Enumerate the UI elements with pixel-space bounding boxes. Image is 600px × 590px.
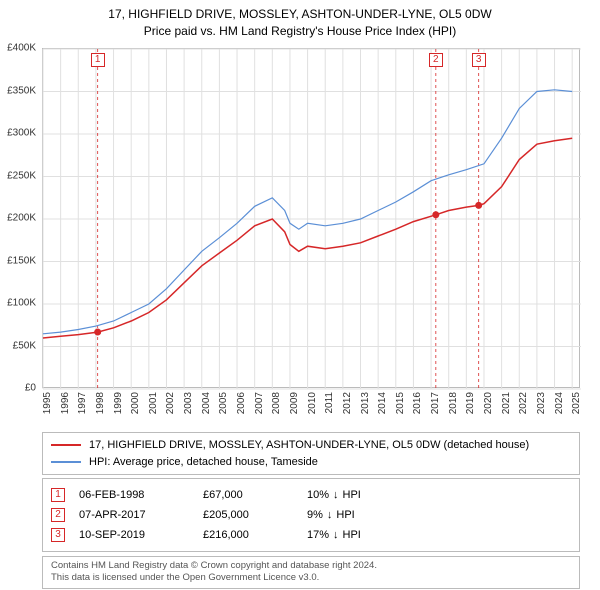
sale-diff: 17% ↓ HPI bbox=[307, 529, 361, 541]
x-tick-label: 2018 bbox=[448, 392, 459, 414]
x-tick-label: 2012 bbox=[342, 392, 353, 414]
arrow-down-icon: ↓ bbox=[333, 529, 339, 541]
sale-diff-pct: 17% bbox=[307, 529, 329, 541]
x-tick-label: 2024 bbox=[554, 392, 565, 414]
sale-marker-3: 3 bbox=[472, 53, 486, 67]
sale-price: £216,000 bbox=[203, 529, 293, 541]
x-tick-label: 2002 bbox=[165, 392, 176, 414]
y-tick-label: £400K bbox=[7, 43, 36, 54]
x-tick-label: 2006 bbox=[236, 392, 247, 414]
x-tick-label: 2023 bbox=[536, 392, 547, 414]
x-tick-label: 1998 bbox=[95, 392, 106, 414]
legend-label: 17, HIGHFIELD DRIVE, MOSSLEY, ASHTON-UND… bbox=[89, 437, 529, 454]
sale-marker-1: 1 bbox=[91, 53, 105, 67]
x-tick-label: 2005 bbox=[218, 392, 229, 414]
x-tick-label: 2021 bbox=[501, 392, 512, 414]
x-tick-label: 1999 bbox=[113, 392, 124, 414]
x-tick-label: 2013 bbox=[360, 392, 371, 414]
sale-row-marker: 2 bbox=[51, 508, 65, 522]
sale-row-marker: 3 bbox=[51, 528, 65, 542]
x-tick-label: 2010 bbox=[307, 392, 318, 414]
y-tick-label: £0 bbox=[25, 383, 36, 394]
legend-label: HPI: Average price, detached house, Tame… bbox=[89, 454, 318, 471]
title-line-2: Price paid vs. HM Land Registry's House … bbox=[10, 23, 590, 40]
sale-price: £205,000 bbox=[203, 509, 293, 521]
sale-row-marker: 1 bbox=[51, 488, 65, 502]
x-tick-label: 2014 bbox=[377, 392, 388, 414]
arrow-down-icon: ↓ bbox=[327, 509, 333, 521]
chart-title-block: 17, HIGHFIELD DRIVE, MOSSLEY, ASHTON-UND… bbox=[0, 0, 600, 42]
footer-line-1: Contains HM Land Registry data © Crown c… bbox=[51, 560, 571, 572]
y-tick-label: £200K bbox=[7, 213, 36, 224]
legend-item: 17, HIGHFIELD DRIVE, MOSSLEY, ASHTON-UND… bbox=[51, 437, 571, 454]
sale-diff-hpi-label: HPI bbox=[336, 509, 354, 521]
y-tick-label: £350K bbox=[7, 85, 36, 96]
sale-diff-hpi-label: HPI bbox=[343, 489, 361, 501]
sale-diff-pct: 9% bbox=[307, 509, 323, 521]
sales-table: 106-FEB-1998£67,00010%↓HPI207-APR-2017£2… bbox=[42, 478, 580, 552]
x-tick-label: 2015 bbox=[395, 392, 406, 414]
sale-row: 3 10-SEP-2019 £216,000 17% ↓ HPI bbox=[51, 525, 571, 545]
x-tick-label: 2008 bbox=[271, 392, 282, 414]
sale-diff-pct: 10% bbox=[307, 489, 329, 501]
x-tick-label: 2019 bbox=[465, 392, 476, 414]
legend-swatch bbox=[51, 461, 81, 463]
sale-row: 2 07-APR-2017 £205,000 9% ↓HPI bbox=[51, 505, 571, 525]
sale-price: £67,000 bbox=[203, 489, 293, 501]
sale-diff: 10% ↓ HPI bbox=[307, 489, 361, 501]
y-axis: £0£50K£100K£150K£200K£250K£300K£350K£400… bbox=[0, 48, 40, 388]
sale-date: 06-FEB-1998 bbox=[79, 489, 189, 501]
chart-svg bbox=[43, 49, 579, 387]
x-tick-label: 2017 bbox=[430, 392, 441, 414]
sale-date: 10-SEP-2019 bbox=[79, 529, 189, 541]
x-tick-label: 2000 bbox=[130, 392, 141, 414]
sale-diff: 9% ↓HPI bbox=[307, 509, 355, 521]
x-tick-label: 2004 bbox=[201, 392, 212, 414]
sale-diff-hpi-label: HPI bbox=[343, 529, 361, 541]
y-tick-label: £50K bbox=[13, 340, 36, 351]
sale-row: 1 06-FEB-1998 £67,000 10% ↓ HPI bbox=[51, 485, 571, 505]
sale-date: 07-APR-2017 bbox=[79, 509, 189, 521]
x-tick-label: 2016 bbox=[412, 392, 423, 414]
legend: 17, HIGHFIELD DRIVE, MOSSLEY, ASHTON-UND… bbox=[42, 432, 580, 475]
arrow-down-icon: ↓ bbox=[333, 489, 339, 501]
x-tick-label: 2022 bbox=[518, 392, 529, 414]
y-tick-label: £300K bbox=[7, 128, 36, 139]
x-tick-label: 2003 bbox=[183, 392, 194, 414]
x-axis: 1995 1996 1997 1998 1999 2000 2001 2002 2003 2004… bbox=[42, 388, 580, 428]
x-tick-label: 1996 bbox=[60, 392, 71, 414]
x-tick-label: 2020 bbox=[483, 392, 494, 414]
y-tick-label: £150K bbox=[7, 255, 36, 266]
chart-plot-area: 1 2 3 bbox=[42, 48, 580, 388]
legend-swatch bbox=[51, 444, 81, 446]
x-tick-label: 2011 bbox=[324, 392, 335, 414]
x-tick-label: 2001 bbox=[148, 392, 159, 414]
x-tick-label: 2007 bbox=[254, 392, 265, 414]
sale-marker-2: 2 bbox=[429, 53, 443, 67]
x-tick-label: 1995 bbox=[42, 392, 53, 414]
footer-line-2: This data is licensed under the Open Gov… bbox=[51, 572, 571, 584]
x-tick-label: 2009 bbox=[289, 392, 300, 414]
x-tick-label: 1997 bbox=[77, 392, 88, 414]
legend-item: HPI: Average price, detached house, Tame… bbox=[51, 454, 571, 471]
y-tick-label: £250K bbox=[7, 170, 36, 181]
y-tick-label: £100K bbox=[7, 298, 36, 309]
x-tick-label: 2025 bbox=[571, 392, 582, 414]
footer-attribution: Contains HM Land Registry data © Crown c… bbox=[42, 556, 580, 589]
title-line-1: 17, HIGHFIELD DRIVE, MOSSLEY, ASHTON-UND… bbox=[10, 6, 590, 23]
